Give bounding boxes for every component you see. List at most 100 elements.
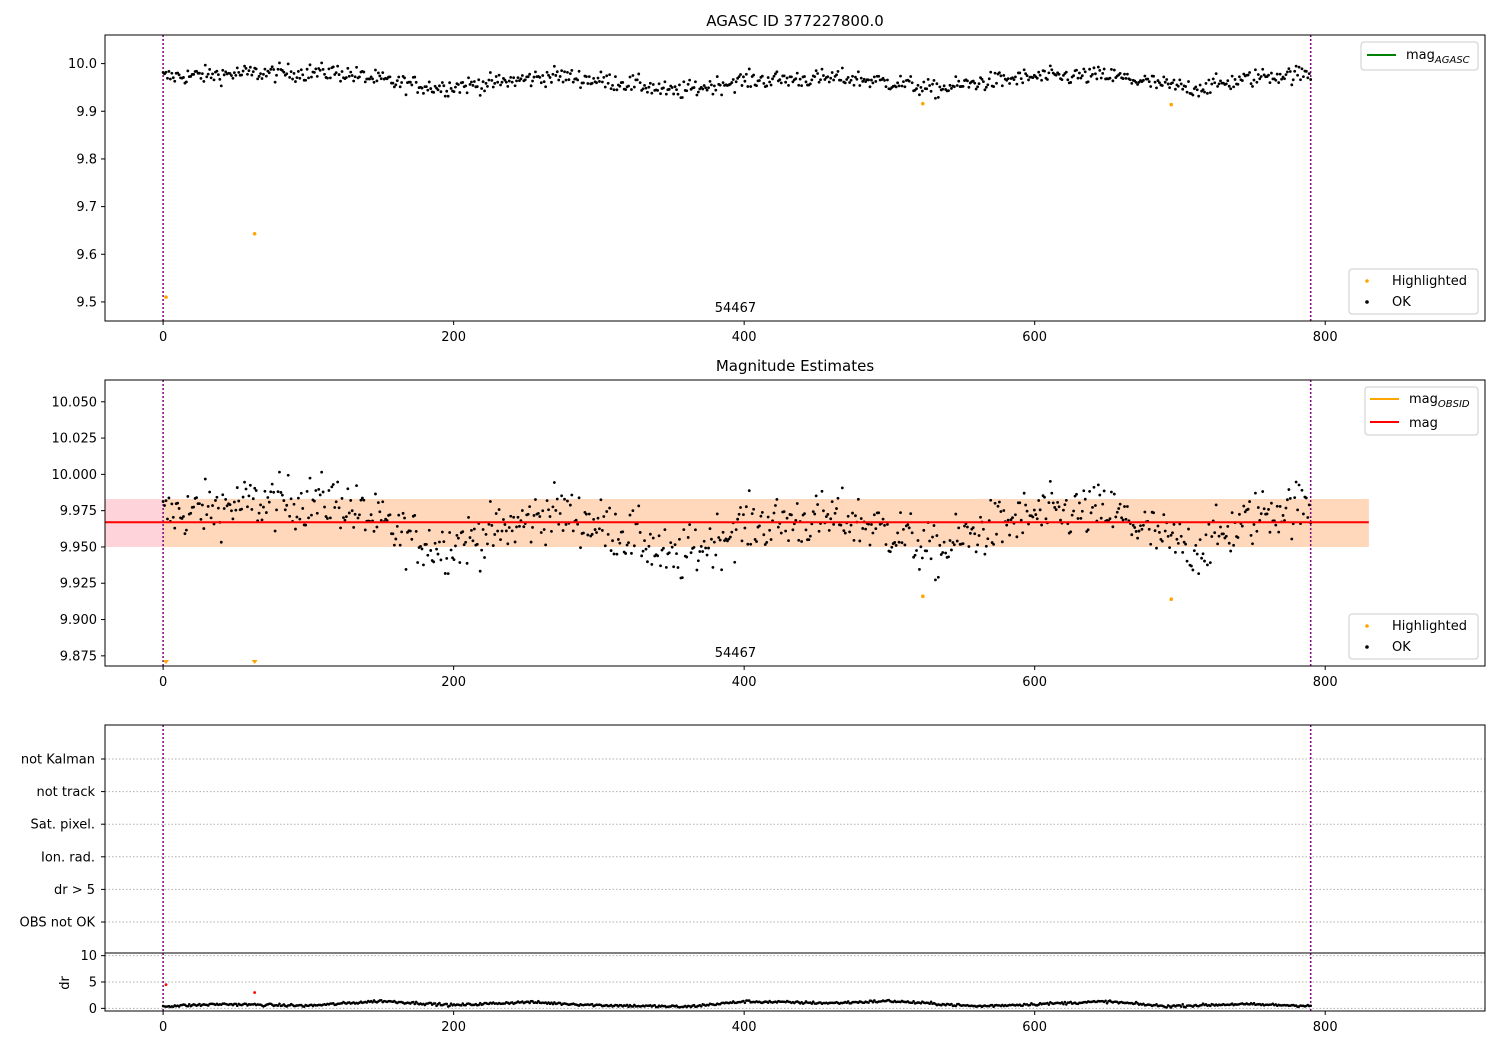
agasc-ok-point xyxy=(632,85,636,89)
estimates-ok-point xyxy=(385,519,389,522)
agasc-ok-point xyxy=(922,80,926,84)
estimates-ok-point xyxy=(612,552,616,556)
dr-ok-point xyxy=(433,1002,437,1005)
estimates-title: Magnitude Estimates xyxy=(716,357,874,375)
estimates-ok-point xyxy=(1281,514,1285,517)
agasc-ok-point xyxy=(758,79,761,82)
estimates-ok-point xyxy=(272,490,276,494)
estimates-ok-point xyxy=(644,547,648,551)
dr-ok-point xyxy=(1069,1000,1072,1004)
estimates-ok-point xyxy=(822,509,825,513)
agasc-ok-point xyxy=(379,77,383,81)
estimates-ok-point xyxy=(842,529,846,533)
estimates-ok-point xyxy=(555,497,559,501)
agasc-ok-point xyxy=(1064,70,1068,74)
dr-ok-point xyxy=(477,1003,481,1007)
estimates-ok-point xyxy=(526,512,530,516)
estimates-ok-point xyxy=(1126,505,1129,508)
estimates-ok-point xyxy=(820,489,824,493)
agasc-ok-point xyxy=(1240,79,1244,82)
agasc-x-tick-label: 0 xyxy=(159,330,167,345)
agasc-ok-point xyxy=(1267,73,1270,77)
dr-ok-point xyxy=(276,1004,280,1007)
estimates-ok-point xyxy=(900,541,904,545)
estimates-ok-point xyxy=(1114,515,1118,519)
estimates-ok-point xyxy=(292,502,296,506)
agasc-ok-point xyxy=(403,76,406,80)
dr-ok-point xyxy=(950,1002,953,1006)
agasc-ok-point xyxy=(368,77,372,81)
estimates-ok-point xyxy=(1037,499,1041,502)
estimates-ok-point xyxy=(356,516,360,520)
estimates-ok-point xyxy=(1267,508,1270,511)
agasc-ok-point xyxy=(251,70,255,73)
agasc-ok-point xyxy=(899,74,902,78)
estimates-ok-point xyxy=(669,541,673,544)
agasc-ok-point xyxy=(1256,73,1260,76)
agasc-ok-point xyxy=(1280,77,1283,81)
agasc-ok-point xyxy=(1128,78,1132,82)
agasc-ok-point xyxy=(1204,82,1208,85)
estimates-ok-point xyxy=(234,508,238,512)
agasc-ok-point xyxy=(308,63,312,67)
agasc-ok-point xyxy=(1275,72,1279,76)
estimates-ok-point xyxy=(775,497,779,501)
agasc-ok-point xyxy=(1018,71,1022,75)
agasc-ok-point xyxy=(624,88,628,91)
agasc-ok-point xyxy=(442,84,446,88)
estimates-ok-point xyxy=(1243,510,1247,514)
agasc-ok-point xyxy=(424,85,428,88)
agasc-ok-point xyxy=(938,85,942,89)
estimates-ok-point xyxy=(1172,522,1176,526)
estimates-ok-point xyxy=(1040,523,1044,527)
agasc-ok-point xyxy=(1002,74,1006,77)
agasc-ok-point xyxy=(1242,72,1246,76)
agasc-ok-point xyxy=(742,75,745,79)
estimates-ok-point xyxy=(1009,518,1013,522)
agasc-ok-point xyxy=(650,91,654,95)
highlighted-legend-label: Highlighted xyxy=(1392,619,1467,634)
dr-ok-point xyxy=(811,1000,815,1004)
estimates-ok-point xyxy=(791,528,795,532)
estimates-y-tick-label: 10.025 xyxy=(52,432,98,447)
estimates-ok-point xyxy=(704,546,708,550)
agasc-ok-point xyxy=(270,65,274,69)
estimates-ok-point xyxy=(615,552,619,556)
estimates-ok-point xyxy=(561,529,565,532)
agasc-ok-point xyxy=(555,70,559,74)
agasc-ok-point xyxy=(408,80,412,84)
dr-ok-point xyxy=(742,999,745,1003)
dr-ok-point xyxy=(846,1000,850,1003)
agasc-ok-point xyxy=(791,80,795,84)
estimates-ok-point xyxy=(230,509,233,513)
estimates-ok-point xyxy=(627,541,630,545)
estimates-ok-point xyxy=(480,548,484,552)
agasc-ok-point xyxy=(1101,71,1105,75)
agasc-ok-point xyxy=(851,74,854,78)
agasc-ok-point xyxy=(680,96,684,99)
agasc-ok-point xyxy=(935,82,939,86)
estimates-ok-point xyxy=(202,527,206,530)
agasc-ok-point xyxy=(1179,82,1183,86)
estimates-ok-point xyxy=(744,505,748,509)
estimates-ok-point xyxy=(932,524,936,527)
agasc-ok-point xyxy=(941,87,945,91)
agasc-ok-point xyxy=(184,80,188,84)
estimates-ok-point xyxy=(433,541,437,545)
agasc-ok-point xyxy=(1287,67,1291,70)
agasc-ok-point xyxy=(312,70,316,74)
estimates-ok-point xyxy=(1008,533,1012,537)
estimates-ok-point xyxy=(1256,506,1260,509)
agasc-ok-point xyxy=(509,75,513,79)
agasc-ok-point xyxy=(1076,76,1080,80)
estimates-ok-point xyxy=(478,569,482,573)
estimates-ok-point xyxy=(1043,495,1046,499)
estimates-ok-point xyxy=(774,504,777,507)
estimates-ok-point xyxy=(312,499,316,503)
dr-ok-point xyxy=(1021,1004,1024,1007)
estimates-ok-point xyxy=(1204,533,1208,537)
dr-x-tick-label: 200 xyxy=(441,1020,466,1035)
agasc-ok-point xyxy=(1094,72,1097,76)
agasc-ok-point xyxy=(595,81,598,85)
agasc-ok-point xyxy=(1092,66,1096,70)
